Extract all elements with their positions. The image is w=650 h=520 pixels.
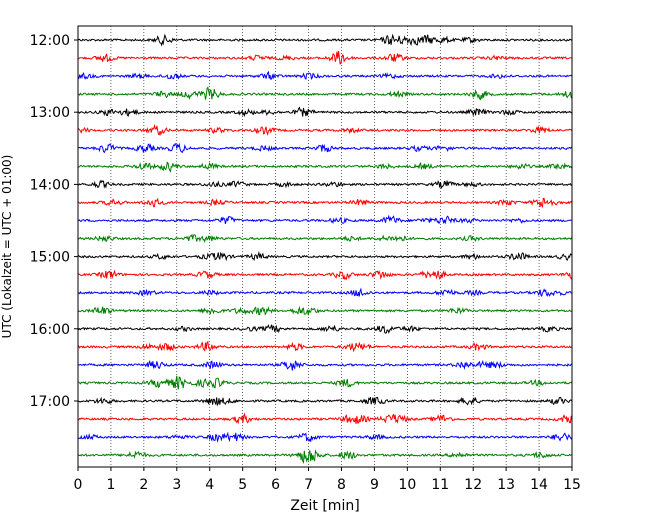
x-tick-label: 0 <box>74 477 83 493</box>
trace-1430 <box>77 214 573 225</box>
trace-1300 <box>77 106 573 118</box>
trace-1445 <box>77 233 573 244</box>
y-axis-ticks: 12:00 13:00 14:00 15:00 16:00 17:00 <box>30 33 78 410</box>
trace-1500 <box>77 250 573 262</box>
trace-1630 <box>77 359 573 371</box>
trace-1215 <box>77 50 573 65</box>
x-tick-label: 12 <box>464 477 482 493</box>
trace-1415 <box>77 197 573 208</box>
trace-1515 <box>77 269 573 281</box>
y-tick-label: 17:00 <box>30 394 70 410</box>
trace-1715 <box>77 412 573 425</box>
y-tick-label: 13:00 <box>30 105 70 121</box>
x-tick-label: 4 <box>205 477 214 493</box>
x-tick-label: 7 <box>304 477 313 493</box>
trace-1645 <box>77 375 573 390</box>
trace-1315 <box>77 123 573 137</box>
trace-1545 <box>77 305 573 316</box>
x-tick-label: 13 <box>497 477 515 493</box>
trace-1745 <box>77 449 573 464</box>
x-tick-label: 3 <box>172 477 181 493</box>
x-tick-label: 8 <box>337 477 346 493</box>
x-tick-label: 11 <box>431 477 449 493</box>
trace-1700 <box>77 396 573 407</box>
trace-1600 <box>77 324 573 334</box>
x-axis-ticks: 0 1 2 3 4 5 6 7 8 9 10 11 12 13 14 15 <box>74 467 581 493</box>
x-axis-label: Zeit [min] <box>290 498 359 514</box>
trace-1615 <box>77 340 573 353</box>
x-tick-label: 14 <box>530 477 548 493</box>
trace-1530 <box>77 287 573 298</box>
y-tick-label: 14:00 <box>30 177 70 193</box>
y-tick-label: 12:00 <box>30 33 70 49</box>
y-tick-label: 16:00 <box>30 322 70 338</box>
y-tick-label: 15:00 <box>30 250 70 266</box>
x-tick-label: 1 <box>106 477 115 493</box>
x-tick-label: 6 <box>271 477 280 493</box>
x-tick-label: 9 <box>370 477 379 493</box>
trace-1400 <box>77 179 573 190</box>
trace-1245 <box>77 86 573 101</box>
x-tick-label: 5 <box>238 477 247 493</box>
trace-1345 <box>77 161 573 173</box>
x-tick-label: 15 <box>563 477 581 493</box>
y-axis-label: UTC (Lokalzeit = UTC + 01:00) <box>0 155 14 339</box>
trace-1200 <box>77 33 573 47</box>
plot-frame <box>77 25 573 468</box>
x-tick-label: 2 <box>139 477 148 493</box>
trace-1330 <box>77 142 573 154</box>
trace-group <box>77 33 573 464</box>
trace-1730 <box>77 431 573 443</box>
x-tick-label: 10 <box>398 477 416 493</box>
trace-1230 <box>77 70 573 81</box>
